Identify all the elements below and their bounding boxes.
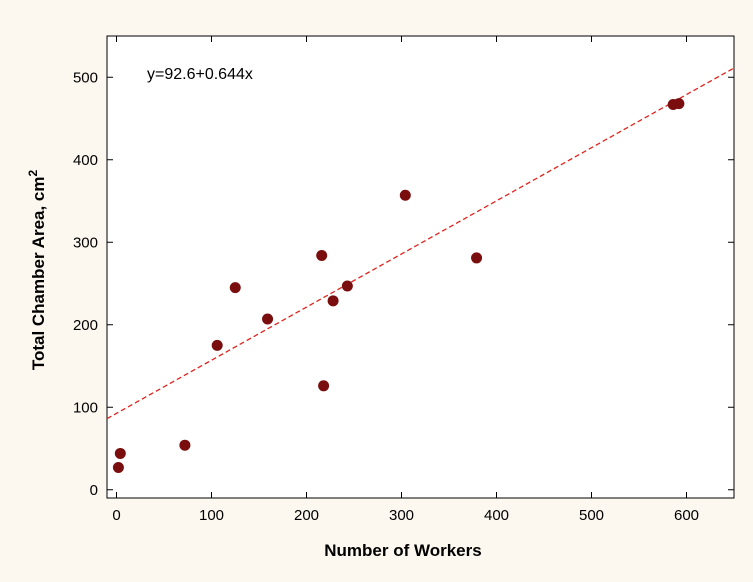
x-axis-label: Number of Workers xyxy=(324,541,481,560)
x-tick-label: 100 xyxy=(199,507,224,524)
y-tick-label: 500 xyxy=(73,69,98,86)
data-point xyxy=(316,249,328,261)
data-point xyxy=(341,280,353,292)
x-tick-label: 500 xyxy=(579,507,604,524)
x-tick-label: 400 xyxy=(484,507,509,524)
y-axis-label-superscript: 2 xyxy=(26,170,40,177)
data-points xyxy=(112,98,685,473)
data-point xyxy=(179,439,191,451)
data-point xyxy=(327,295,339,307)
data-point xyxy=(262,313,274,325)
y-tick-label: 0 xyxy=(90,482,98,499)
data-point xyxy=(114,447,126,459)
y-tick-label: 100 xyxy=(73,399,98,416)
y-tick-label: 400 xyxy=(73,152,98,169)
data-point xyxy=(399,189,411,201)
plot-area xyxy=(106,35,735,499)
x-tick-label: 300 xyxy=(389,507,414,524)
y-axis-label-text: Total Chamber Area, cm xyxy=(29,177,48,371)
data-point xyxy=(318,380,330,392)
y-tick-label: 200 xyxy=(73,317,98,334)
x-tick-label: 200 xyxy=(294,507,319,524)
y-axis-label: Total Chamber Area, cm2 xyxy=(26,170,48,371)
data-point xyxy=(211,339,223,351)
y-tick-label: 300 xyxy=(73,234,98,251)
tick-labels: 0 100 200 300 400 500 600 0 100 200 300 400 500 xyxy=(73,69,699,524)
x-tick-label: 600 xyxy=(674,507,699,524)
x-tick-label: 0 xyxy=(112,507,120,524)
axis-ticks xyxy=(107,36,734,498)
data-point xyxy=(673,98,685,110)
data-point xyxy=(229,282,241,294)
regression-equation: y=92.6+0.644x xyxy=(147,66,253,83)
data-point xyxy=(112,461,124,473)
data-point xyxy=(471,252,483,264)
